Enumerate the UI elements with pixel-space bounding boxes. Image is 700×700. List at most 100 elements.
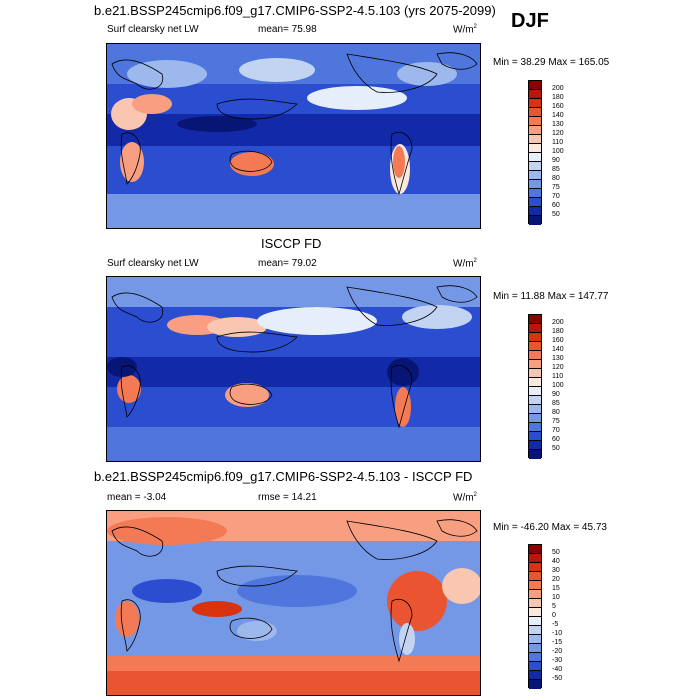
colorbar-tick: 100	[552, 148, 564, 155]
colorbar-tick: -5	[552, 621, 559, 628]
colorbar-swatch	[529, 680, 541, 689]
colorbar-swatch	[529, 581, 541, 590]
colorbar-tick: 0	[552, 612, 556, 619]
colorbar-tick: 30	[552, 567, 560, 574]
panel1-minmax: Min = 38.29 Max = 165.05	[493, 57, 610, 68]
colorbar-tick: 5	[552, 603, 556, 610]
colorbar-swatch	[529, 216, 541, 225]
colorbar-tick: 85	[552, 166, 560, 173]
panel1-colorbar-ticks: 200 180 160 140 130 120 110 100 90 85 80…	[552, 80, 582, 224]
colorbar-tick: 20	[552, 576, 560, 583]
colorbar-tick: -10	[552, 630, 563, 637]
colorbar-swatch	[529, 324, 541, 333]
colorbar-swatch	[529, 153, 541, 162]
colorbar-tick: 15	[552, 585, 560, 592]
panel1-title: b.e21.BSSP245cmip6.f09_g17.CMIP6-SSP2-4.…	[94, 3, 496, 18]
colorbar-swatch	[529, 599, 541, 608]
colorbar-swatch	[529, 117, 541, 126]
colorbar-tick: 130	[552, 355, 564, 362]
colorbar-tick: 100	[552, 382, 564, 389]
colorbar-swatch	[529, 171, 541, 180]
season-label: DJF	[511, 10, 549, 32]
panel1-variable-label: Surf clearsky net LW	[107, 24, 199, 35]
colorbar-swatch	[529, 671, 541, 680]
colorbar-tick: 140	[552, 346, 564, 353]
colorbar-tick: 110	[552, 139, 564, 146]
panel2-variable-label: Surf clearsky net LW	[107, 258, 199, 269]
panel1-map	[106, 43, 481, 229]
colorbar-tick: 50	[552, 211, 560, 218]
colorbar-swatch	[529, 189, 541, 198]
colorbar-tick: 75	[552, 418, 560, 425]
colorbar-swatch	[529, 662, 541, 671]
colorbar-tick: 50	[552, 445, 560, 452]
panel3-units: W/m2	[453, 492, 477, 504]
colorbar-tick: 160	[552, 103, 564, 110]
colorbar-swatch	[529, 135, 541, 144]
colorbar-swatch	[529, 653, 541, 662]
colorbar-swatch	[529, 99, 541, 108]
panel2-minmax: Min = 11.88 Max = 147.77	[493, 291, 609, 302]
colorbar-tick: 50	[552, 549, 560, 556]
colorbar-swatch	[529, 378, 541, 387]
colorbar-tick: 180	[552, 94, 564, 101]
panel2-colorbar-ticks: 200 180 160 140 130 120 110 100 90 85 80…	[552, 314, 582, 458]
colorbar-tick: 90	[552, 391, 560, 398]
colorbar-swatch	[529, 360, 541, 369]
colorbar-swatch	[529, 450, 541, 459]
colorbar-tick: 90	[552, 157, 560, 164]
panel2-title: ISCCP FD	[261, 236, 322, 251]
panel3-colorbar-ticks: 50 40 30 20 15 10 5 0 -5 -10 -15 -20 -30…	[552, 544, 582, 688]
colorbar-swatch	[529, 545, 541, 554]
colorbar-swatch	[529, 81, 541, 90]
colorbar-swatch	[529, 626, 541, 635]
panel2-mean: mean= 79.02	[258, 258, 317, 269]
colorbar-tick: -30	[552, 657, 563, 664]
colorbar-tick: 200	[552, 319, 564, 326]
colorbar-swatch	[529, 644, 541, 653]
colorbar-swatch	[529, 617, 541, 626]
colorbar-swatch	[529, 351, 541, 360]
panel1-mean: mean= 75.98	[258, 24, 317, 35]
colorbar-tick: 110	[552, 373, 564, 380]
colorbar-tick: 80	[552, 409, 560, 416]
colorbar-tick: 140	[552, 112, 564, 119]
colorbar-swatch	[529, 315, 541, 324]
panel2-map-field	[107, 277, 480, 461]
colorbar-swatch	[529, 198, 541, 207]
colorbar-swatch	[529, 108, 541, 117]
colorbar-swatch	[529, 126, 541, 135]
panel1-map-field	[107, 44, 480, 228]
colorbar-tick: -20	[552, 648, 563, 655]
panel2-colorbar	[528, 314, 542, 459]
colorbar-swatch	[529, 90, 541, 99]
colorbar-swatch	[529, 635, 541, 644]
panel3-map-field	[107, 511, 480, 695]
colorbar-swatch	[529, 554, 541, 563]
colorbar-swatch	[529, 563, 541, 572]
colorbar-tick: 130	[552, 121, 564, 128]
colorbar-swatch	[529, 423, 541, 432]
colorbar-tick: 75	[552, 184, 560, 191]
colorbar-tick: 60	[552, 202, 560, 209]
colorbar-tick: 70	[552, 193, 560, 200]
colorbar-swatch	[529, 144, 541, 153]
panel1-units: W/m2	[453, 24, 477, 36]
panel1-colorbar	[528, 80, 542, 225]
colorbar-swatch	[529, 180, 541, 189]
panel2-map	[106, 276, 481, 462]
colorbar-swatch	[529, 590, 541, 599]
colorbar-tick: -15	[552, 639, 563, 646]
colorbar-tick: 70	[552, 427, 560, 434]
colorbar-swatch	[529, 405, 541, 414]
panel3-minmax: Min = -46.20 Max = 45.73	[493, 522, 607, 533]
colorbar-swatch	[529, 342, 541, 351]
panel3-map	[106, 510, 481, 696]
colorbar-tick: 80	[552, 175, 560, 182]
colorbar-tick: -50	[552, 675, 563, 682]
colorbar-tick: -40	[552, 666, 563, 673]
panel3-title: b.e21.BSSP245cmip6.f09_g17.CMIP6-SSP2-4.…	[94, 469, 473, 484]
colorbar-tick: 160	[552, 337, 564, 344]
colorbar-swatch	[529, 162, 541, 171]
colorbar-swatch	[529, 608, 541, 617]
